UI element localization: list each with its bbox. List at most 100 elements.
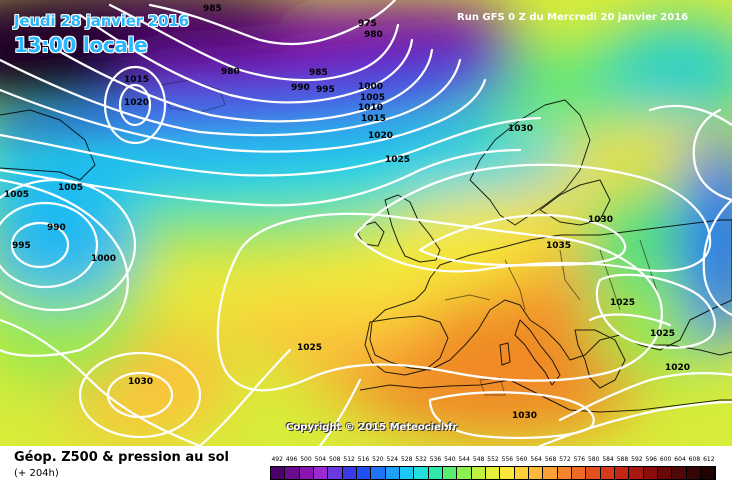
scale-swatch-584 (600, 467, 615, 479)
scale-swatch-580 (586, 467, 601, 479)
scale-label-588: 588 (616, 456, 629, 463)
scale-swatch-608 (686, 467, 701, 479)
scale-label-504: 504 (314, 456, 327, 463)
map-canvas: 985 975 980 980 985 990 995 1000 1005 10… (0, 0, 732, 446)
scale-label-540: 540 (444, 456, 456, 463)
scale-swatch-604 (672, 467, 687, 479)
isobar-1030-c: 1030 (128, 377, 153, 387)
scale-label-508: 508 (329, 456, 341, 463)
scale-swatch-504 (313, 467, 329, 479)
scale-swatch-508 (328, 467, 343, 479)
scale-label-556: 556 (501, 456, 514, 463)
isobar-1025-d: 1025 (297, 343, 322, 353)
isobar-995-a: 995 (316, 85, 335, 95)
scale-swatch-588 (614, 467, 630, 479)
color-scale-bar (270, 466, 716, 480)
scale-label-572: 572 (559, 456, 571, 463)
scale-swatch-540 (442, 467, 458, 479)
isobar-lines (0, 0, 732, 446)
scale-swatch-512 (342, 467, 357, 479)
color-scale-labels: 492 496 500 504 508 512 516 520 524 528 532 536 540 5… (270, 456, 716, 466)
scale-label-576: 576 (573, 456, 586, 463)
scale-label-500: 500 (300, 456, 312, 463)
scale-swatch-548 (471, 467, 486, 479)
isobar-1030-b: 1030 (588, 215, 613, 225)
isobar-1000-a: 1000 (358, 82, 383, 92)
isobar-1030-d: 1030 (512, 411, 537, 421)
isobar-1035: 1035 (546, 241, 571, 251)
isobar-995-b: 995 (12, 241, 31, 251)
scale-swatch-572 (557, 467, 572, 479)
scale-swatch-524 (385, 467, 400, 479)
isobar-1010: 1010 (358, 103, 383, 113)
isobar-990-a: 990 (291, 83, 310, 93)
scale-swatch-492 (271, 467, 286, 479)
scale-swatch-560 (514, 467, 529, 479)
scale-swatch-576 (571, 467, 587, 479)
scale-swatch-592 (629, 467, 644, 479)
scale-label-548: 548 (472, 456, 485, 463)
isobar-1005-c: 1005 (58, 183, 83, 193)
scale-label-516: 516 (357, 456, 370, 463)
scale-label-528: 528 (400, 456, 413, 463)
isobar-1025-b: 1025 (610, 298, 635, 308)
isobar-1005-b: 1005 (4, 190, 29, 200)
scale-swatch-532 (414, 467, 429, 479)
scale-label-568: 568 (544, 456, 557, 463)
isobar-1020-b: 1020 (368, 131, 393, 141)
scale-swatch-544 (457, 467, 472, 479)
scale-swatch-612 (700, 467, 716, 479)
scale-label-604: 604 (674, 456, 686, 463)
scale-label-596: 596 (645, 456, 657, 463)
legend-footer: Géop. Z500 & pression au sol (+ 204h) 49… (0, 446, 732, 488)
scale-swatch-500 (299, 467, 314, 479)
isobar-1025-a: 1025 (385, 155, 410, 165)
scale-swatch-496 (285, 467, 300, 479)
field-highlights (0, 70, 480, 200)
scale-label-560: 560 (516, 456, 528, 463)
scale-label-608: 608 (688, 456, 701, 463)
scale-label-552: 552 (487, 456, 499, 463)
scale-swatch-536 (428, 467, 443, 479)
scale-swatch-556 (500, 467, 515, 479)
forecast-date: Jeudi 28 janvier 2016 (14, 12, 189, 30)
isobar-1015-a: 1015 (361, 114, 386, 124)
geopotential-field (0, 0, 732, 440)
scale-swatch-552 (485, 467, 501, 479)
legend-title: Géop. Z500 & pression au sol (14, 450, 229, 465)
copyright-notice: Copyright © 2015 Meteociel.fr (286, 422, 458, 433)
scale-swatch-528 (399, 467, 415, 479)
scale-label-524: 524 (386, 456, 399, 463)
scale-label-592: 592 (631, 456, 643, 463)
scale-label-520: 520 (372, 456, 384, 463)
scale-swatch-516 (356, 467, 372, 479)
legend-forecast-hour: (+ 204h) (14, 468, 59, 479)
isobar-1020-c: 1020 (665, 363, 690, 373)
isobar-1015-b: 1015 (124, 75, 149, 85)
isobar-1025-c: 1025 (650, 329, 675, 339)
scale-label-612: 612 (703, 456, 715, 463)
isobar-980-a: 980 (364, 30, 383, 40)
scale-swatch-596 (643, 467, 658, 479)
scale-label-492: 492 (271, 456, 283, 463)
weather-map: 985 975 980 980 985 990 995 1000 1005 10… (0, 0, 732, 446)
scale-label-580: 580 (587, 456, 600, 463)
scale-label-536: 536 (429, 456, 442, 463)
isobar-980-b: 980 (221, 67, 240, 77)
isobar-985-b: 985 (309, 68, 328, 78)
scale-label-544: 544 (458, 456, 470, 463)
forecast-time: 13:00 locale (14, 33, 148, 57)
scale-swatch-520 (371, 467, 386, 479)
scale-label-564: 564 (530, 456, 542, 463)
isobar-1000-b: 1000 (91, 254, 116, 264)
scale-swatch-564 (528, 467, 544, 479)
scale-label-532: 532 (415, 456, 427, 463)
scale-label-512: 512 (343, 456, 355, 463)
isobar-975: 975 (358, 19, 377, 29)
isobar-labels: 985 975 980 980 985 990 995 1000 1005 10… (4, 4, 690, 421)
scale-swatch-600 (657, 467, 673, 479)
isobar-1030-a: 1030 (508, 124, 533, 134)
model-run-label: Run GFS 0 Z du Mercredi 20 janvier 2016 (457, 12, 689, 23)
isobar-1020-a: 1020 (124, 98, 149, 108)
isobar-1005-a: 1005 (360, 93, 385, 103)
